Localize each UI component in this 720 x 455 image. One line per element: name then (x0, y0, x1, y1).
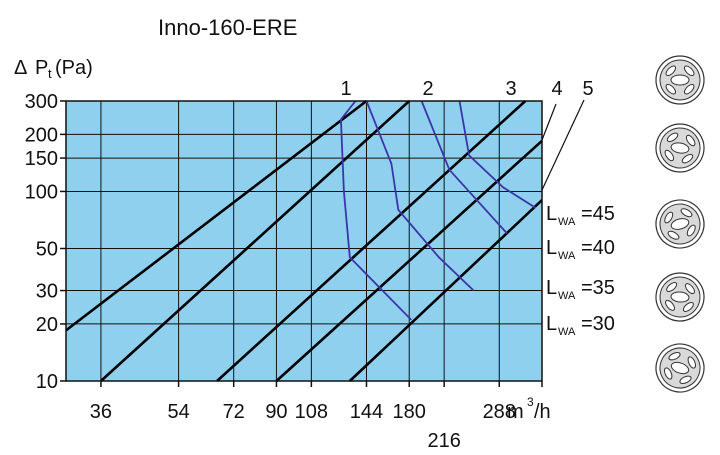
system-line-5 (348, 199, 543, 382)
curve-label-3: 3 (505, 78, 516, 100)
sound-curve (340, 100, 357, 120)
lwa-sub: WA (558, 216, 576, 228)
system-line-4 (275, 139, 543, 382)
lwa-value: =30 (581, 313, 615, 335)
y-tick-label: 200 (25, 124, 58, 146)
sound-curve (458, 100, 536, 209)
lwa-base: L (546, 277, 557, 299)
y-tick-label: 100 (25, 181, 58, 203)
pressure-sub: t (48, 66, 52, 81)
curve-label-1: 1 (340, 78, 351, 100)
pressure-unit: (Pa) (55, 57, 93, 79)
system-line-3 (216, 100, 527, 382)
sound-curves (340, 100, 536, 321)
curve-label-connector (541, 103, 557, 141)
valve-icon (655, 123, 705, 173)
lwa-label: L WA =40 (546, 237, 615, 262)
y-tick-label: 20 (36, 314, 58, 336)
valve-icon (655, 343, 705, 393)
valve-icons (655, 55, 705, 393)
x-unit-m: m (507, 401, 524, 423)
x-tick-label: 180 (393, 401, 426, 423)
x-unit-label: m 3 /h (507, 395, 551, 423)
system-line-1 (65, 99, 368, 332)
curve-label-5: 5 (582, 78, 593, 100)
y-tick-label: 50 (36, 239, 58, 261)
plot-area (66, 101, 542, 381)
x-tick-label: 216 (427, 430, 460, 452)
lwa-label: L WA =45 (546, 203, 615, 228)
sound-curve (365, 100, 475, 292)
curve-label-connector (541, 99, 585, 191)
lwa-label: L WA =30 (546, 313, 615, 338)
y-tick-label: 150 (25, 148, 58, 170)
y-axis-label: Δ P t (Pa) (14, 57, 93, 81)
y-tick-label: 30 (36, 281, 58, 303)
x-tick-label: 72 (223, 401, 245, 423)
valve-icon (655, 55, 705, 105)
curve-label-4: 4 (551, 78, 562, 100)
sound-curve (420, 100, 508, 235)
system-line-2 (100, 100, 411, 382)
x-tick-label: 90 (265, 401, 287, 423)
lwa-base: L (546, 313, 557, 335)
y-tick-label: 300 (25, 91, 58, 113)
chart-title: Inno-160-ERE (158, 15, 297, 40)
lwa-labels: L WA =45L WA =40L WA =35L WA =30 (546, 203, 615, 338)
delta-symbol: Δ (14, 57, 27, 79)
system-lines (65, 99, 543, 382)
x-tick-label: 288 (483, 401, 516, 423)
sound-curve (340, 119, 412, 321)
x-tick-label: 144 (350, 401, 383, 423)
x-tick-label: 108 (295, 401, 328, 423)
lwa-sub: WA (558, 326, 576, 338)
lwa-sub: WA (558, 290, 576, 302)
plot-frame (65, 100, 543, 382)
valve-icon (655, 199, 705, 249)
lwa-base: L (546, 237, 557, 259)
lwa-value: =40 (581, 237, 615, 259)
y-tick-label: 10 (36, 371, 58, 393)
x-unit-sup: 3 (527, 395, 534, 409)
pressure-p: P (35, 57, 48, 79)
lwa-sub: WA (558, 250, 576, 262)
x-unit-h: /h (534, 401, 551, 423)
curve-label-2: 2 (422, 78, 433, 100)
lwa-value: =45 (581, 203, 615, 225)
lwa-value: =35 (581, 277, 615, 299)
lwa-base: L (546, 203, 557, 225)
x-tick-label: 36 (90, 401, 112, 423)
valve-icon (655, 272, 705, 322)
lwa-label: L WA =35 (546, 277, 615, 302)
x-tick-label: 54 (167, 401, 189, 423)
